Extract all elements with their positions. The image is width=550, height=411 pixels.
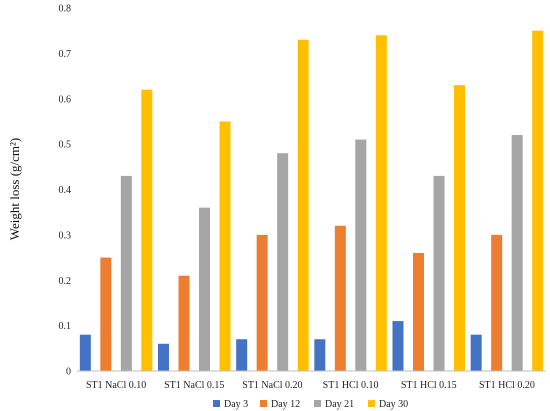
y-tick-label-3: 0.3 xyxy=(59,230,72,241)
x-tick-label-4: ST1 HCl 0.15 xyxy=(401,380,457,391)
y-tick-label-4: 0.4 xyxy=(59,185,72,196)
bar-1-0 xyxy=(158,343,169,371)
x-axis-labels: ST1 NaCl 0.10 ST1 NaCl 0.15 ST1 NaCl 0.20 S… xyxy=(86,380,535,391)
x-tick-label-5: ST1 HCl 0.20 xyxy=(479,380,535,391)
y-tick-label-0: 0 xyxy=(66,367,71,378)
legend: Day 3 Day 12 Day 21 Day 30 xyxy=(213,399,408,410)
bar-5-0 xyxy=(470,334,482,371)
x-tick-label-0: ST1 NaCl 0.10 xyxy=(86,380,146,391)
y-tick-label-1: 0.1 xyxy=(59,321,72,332)
bar-2-1 xyxy=(256,234,268,371)
y-tick-label-2: 0.2 xyxy=(59,276,72,287)
y-axis-ticks: 0 0.1 0.2 0.3 0.4 0.5 0.6 0.7 0.8 xyxy=(59,4,72,378)
x-tick-label-2: ST1 NaCl 0.20 xyxy=(242,380,302,391)
legend-label-0: Day 3 xyxy=(224,399,248,410)
x-tick-label-3: ST1 HCl 0.10 xyxy=(323,380,379,391)
bar-4-3 xyxy=(454,85,465,371)
legend-swatch-1 xyxy=(260,400,267,407)
bar-5-2 xyxy=(511,135,523,371)
bar-4-1 xyxy=(413,253,424,371)
bar-1-3 xyxy=(219,121,231,371)
bar-0-1 xyxy=(100,257,112,371)
y-tick-label-5: 0.5 xyxy=(59,140,72,151)
bar-4-2 xyxy=(433,175,445,371)
legend-label-1: Day 12 xyxy=(271,399,300,410)
legend-swatch-0 xyxy=(213,400,220,407)
bar-3-0 xyxy=(314,339,326,371)
legend-swatch-2 xyxy=(314,400,321,407)
legend-label-3: Day 30 xyxy=(379,399,408,410)
bar-3-1 xyxy=(334,225,346,371)
bar-0-3 xyxy=(141,89,153,372)
bars-group xyxy=(79,30,544,372)
bar-4-0 xyxy=(392,321,404,371)
bar-0-0 xyxy=(79,334,91,371)
bar-3-2 xyxy=(355,139,367,371)
y-axis-title: Weight loss (g/cm²) xyxy=(7,138,22,241)
y-tick-label-8: 0.8 xyxy=(59,4,72,15)
y-tick-label-6: 0.6 xyxy=(59,94,72,105)
bar-2-2 xyxy=(277,153,289,371)
legend-label-2: Day 21 xyxy=(325,399,354,410)
bar-0-2 xyxy=(120,175,132,371)
bar-2-3 xyxy=(297,39,309,371)
y-tick-label-7: 0.7 xyxy=(59,49,72,60)
x-tick-label-1: ST1 NaCl 0.15 xyxy=(164,380,224,391)
bar-1-1 xyxy=(178,275,190,371)
bar-2-0 xyxy=(236,339,248,371)
bar-5-1 xyxy=(491,234,503,371)
bar-5-3 xyxy=(532,30,544,371)
legend-swatch-3 xyxy=(368,400,375,407)
bar-1-2 xyxy=(199,207,210,371)
bar-3-3 xyxy=(375,35,387,371)
